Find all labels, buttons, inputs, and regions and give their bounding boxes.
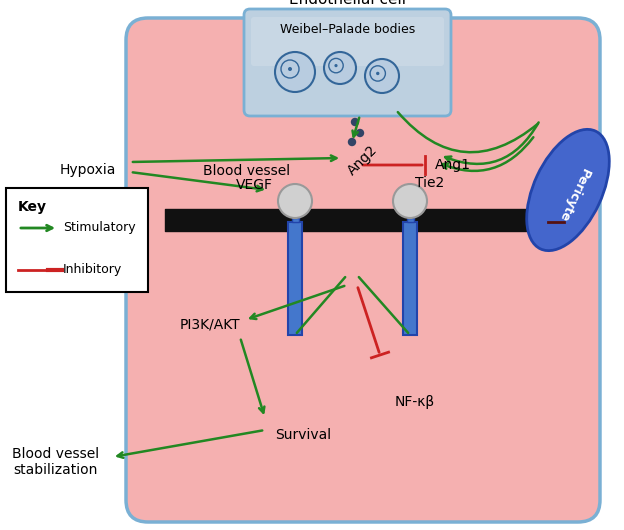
Text: VEGF: VEGF <box>236 178 273 192</box>
Text: PI3K/AKT: PI3K/AKT <box>179 318 240 332</box>
FancyBboxPatch shape <box>244 9 451 116</box>
Bar <box>548 206 564 234</box>
FancyBboxPatch shape <box>126 18 600 522</box>
Text: Survival: Survival <box>275 428 331 442</box>
Text: Key: Key <box>18 200 47 214</box>
Text: Pericyte: Pericyte <box>556 166 592 224</box>
Text: Ang2: Ang2 <box>345 143 380 178</box>
Circle shape <box>334 64 338 67</box>
Text: Blood vessel
stabilization: Blood vessel stabilization <box>12 447 99 477</box>
Text: Endothelial cell: Endothelial cell <box>289 0 406 7</box>
FancyBboxPatch shape <box>6 188 148 292</box>
Circle shape <box>356 129 364 137</box>
Circle shape <box>324 52 356 84</box>
FancyBboxPatch shape <box>251 17 444 66</box>
Text: Stimulatory: Stimulatory <box>63 222 135 234</box>
Text: Weibel–Palade bodies: Weibel–Palade bodies <box>280 23 415 36</box>
Circle shape <box>365 59 399 93</box>
Bar <box>288 222 302 335</box>
Circle shape <box>278 184 312 218</box>
Text: NF-κβ: NF-κβ <box>395 395 435 409</box>
Circle shape <box>348 138 356 146</box>
Bar <box>403 222 417 335</box>
Ellipse shape <box>527 129 609 251</box>
Text: Tie2: Tie2 <box>415 176 444 190</box>
Circle shape <box>288 67 292 71</box>
Bar <box>291 218 298 222</box>
Circle shape <box>393 184 427 218</box>
Circle shape <box>275 52 315 92</box>
Bar <box>406 218 414 222</box>
Circle shape <box>376 72 379 75</box>
Circle shape <box>351 119 359 126</box>
Text: Blood vessel: Blood vessel <box>203 164 290 178</box>
Text: Ang1: Ang1 <box>435 158 471 172</box>
Text: Hypoxia: Hypoxia <box>60 163 116 177</box>
Text: Inhibitory: Inhibitory <box>63 263 122 277</box>
